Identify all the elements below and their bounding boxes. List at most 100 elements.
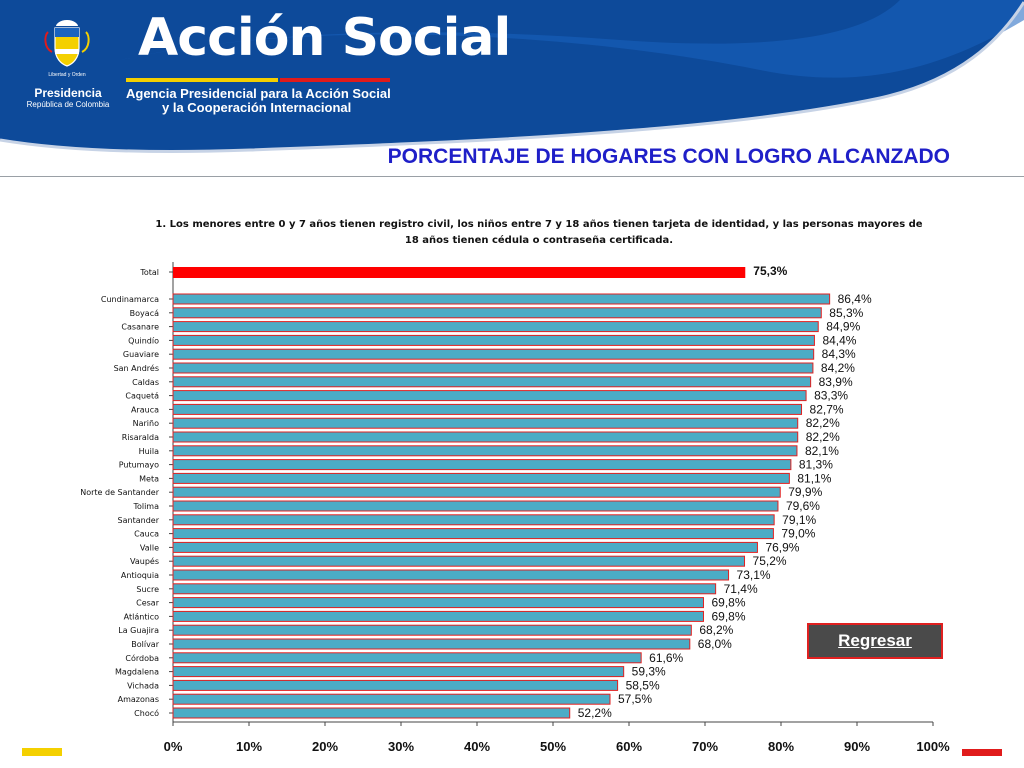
footer-red-accent bbox=[962, 749, 1002, 756]
x-tick-label: 50% bbox=[540, 739, 566, 754]
category-label: Nariño bbox=[133, 419, 159, 428]
value-label: 61,6% bbox=[649, 651, 683, 665]
bar bbox=[172, 707, 571, 719]
bar bbox=[172, 417, 799, 429]
value-label: 82,2% bbox=[806, 416, 840, 430]
value-label: 84,2% bbox=[821, 361, 855, 375]
value-label: 68,0% bbox=[698, 637, 732, 651]
x-tick-label: 70% bbox=[692, 739, 718, 754]
value-label: 69,8% bbox=[711, 609, 745, 623]
header: Libertad y Orden Presidencia República d… bbox=[0, 0, 1024, 170]
value-label: 79,9% bbox=[788, 485, 822, 499]
logo-yellow-bar bbox=[126, 78, 278, 82]
logo-red-bar bbox=[280, 78, 390, 82]
category-label: La Guajira bbox=[118, 626, 159, 635]
category-label: Chocó bbox=[134, 708, 159, 718]
title-divider bbox=[0, 176, 1024, 177]
bar bbox=[172, 583, 717, 595]
category-label: Boyacá bbox=[130, 309, 159, 318]
category-label: Guaviare bbox=[123, 350, 159, 359]
category-label: Huila bbox=[139, 447, 160, 456]
category-label: Casanare bbox=[121, 323, 159, 332]
value-label: 73,1% bbox=[737, 568, 771, 582]
x-tick-label: 0% bbox=[164, 739, 183, 754]
bar bbox=[172, 445, 798, 457]
bar bbox=[172, 321, 819, 333]
category-label: Amazonas bbox=[118, 695, 159, 704]
bar bbox=[172, 348, 815, 360]
bar bbox=[172, 514, 775, 526]
value-label: 83,3% bbox=[814, 389, 848, 403]
bar bbox=[172, 293, 831, 305]
value-label: 82,2% bbox=[806, 430, 840, 444]
value-label: 86,4% bbox=[838, 292, 872, 306]
category-label: Quindío bbox=[128, 336, 159, 345]
bar bbox=[172, 472, 790, 484]
bar bbox=[172, 624, 692, 636]
page-title: PORCENTAJE DE HOGARES CON LOGRO ALCANZAD… bbox=[387, 145, 950, 168]
category-label: Bolívar bbox=[131, 640, 159, 649]
bar bbox=[172, 569, 730, 581]
value-label: 76,9% bbox=[765, 540, 799, 554]
value-label: 85,3% bbox=[829, 306, 863, 320]
bar bbox=[172, 541, 758, 553]
agency-name-line1: Agencia Presidencial para la Acción Soci… bbox=[126, 86, 391, 101]
value-label: 68,2% bbox=[699, 623, 733, 637]
crest-motto: Libertad y Orden bbox=[48, 72, 86, 78]
value-label: 52,2% bbox=[578, 706, 612, 720]
colombia-crest-icon bbox=[44, 20, 90, 67]
bar bbox=[172, 638, 691, 650]
bar bbox=[172, 555, 746, 567]
category-label: Valle bbox=[140, 543, 159, 552]
accion-social-logo: Acción Social bbox=[138, 8, 511, 68]
value-label: 84,9% bbox=[826, 320, 860, 334]
value-label: 59,3% bbox=[632, 665, 666, 679]
category-label: Cundinamarca bbox=[101, 295, 159, 304]
bar bbox=[172, 486, 781, 498]
bar bbox=[172, 362, 814, 374]
category-label: Vichada bbox=[127, 681, 159, 690]
category-label: Córdoba bbox=[125, 653, 159, 663]
x-tick-label: 40% bbox=[464, 739, 490, 754]
category-label: Norte de Santander bbox=[80, 488, 159, 497]
regresar-button[interactable]: Regresar bbox=[807, 623, 943, 659]
bar bbox=[172, 307, 822, 319]
value-label: 82,7% bbox=[810, 402, 844, 416]
total-bar bbox=[173, 267, 746, 278]
agency-name-line2: y la Cooperación Internacional bbox=[162, 100, 352, 115]
value-label: 69,8% bbox=[711, 596, 745, 610]
x-tick-label: 10% bbox=[236, 739, 262, 754]
presidencia-label: Presidencia bbox=[34, 86, 102, 100]
x-tick-label: 60% bbox=[616, 739, 642, 754]
value-label: 81,1% bbox=[797, 471, 831, 485]
x-tick-label: 100% bbox=[916, 739, 950, 754]
x-tick-label: 30% bbox=[388, 739, 414, 754]
bar bbox=[172, 431, 799, 443]
bar bbox=[172, 610, 704, 622]
category-label: Meta bbox=[139, 474, 159, 483]
value-label: 81,3% bbox=[799, 458, 833, 472]
bar bbox=[172, 597, 704, 609]
value-label: 71,4% bbox=[724, 582, 758, 596]
bar bbox=[172, 693, 611, 705]
chart-title-line1: 1. Los menores entre 0 y 7 años tienen r… bbox=[155, 219, 922, 230]
bar bbox=[172, 528, 774, 540]
category-label: Cauca bbox=[134, 530, 159, 539]
bar bbox=[172, 334, 815, 346]
category-label: Total bbox=[139, 268, 159, 277]
value-label: 82,1% bbox=[805, 444, 839, 458]
value-label: 57,5% bbox=[618, 692, 652, 706]
bar bbox=[172, 376, 812, 388]
category-label: Atlántico bbox=[124, 612, 159, 621]
footer-yellow-accent bbox=[22, 748, 62, 756]
category-label: Tolima bbox=[132, 502, 159, 511]
value-label: 79,0% bbox=[781, 527, 815, 541]
value-label: 84,4% bbox=[822, 333, 856, 347]
total-value-label: 75,3% bbox=[753, 264, 787, 278]
x-tick-label: 90% bbox=[844, 739, 870, 754]
category-label: Antioquia bbox=[121, 571, 159, 580]
chart-title-line2: 18 años tienen cédula o contraseña certi… bbox=[405, 234, 673, 246]
bar-chart: 1. Los menores entre 0 y 7 años tienen r… bbox=[80, 219, 950, 754]
header-background bbox=[0, 0, 1024, 154]
bar bbox=[172, 679, 619, 691]
